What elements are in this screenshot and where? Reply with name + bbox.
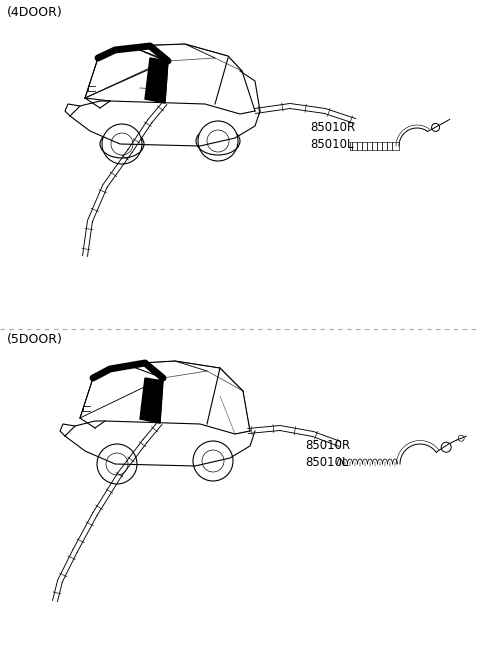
Text: (4DOOR): (4DOOR) bbox=[7, 6, 63, 19]
Text: 85010R
85010L: 85010R 85010L bbox=[310, 121, 355, 151]
Text: 85010R
85010L: 85010R 85010L bbox=[305, 439, 350, 469]
Polygon shape bbox=[140, 378, 163, 423]
Text: (5DOOR): (5DOOR) bbox=[7, 333, 63, 346]
Polygon shape bbox=[145, 58, 168, 103]
